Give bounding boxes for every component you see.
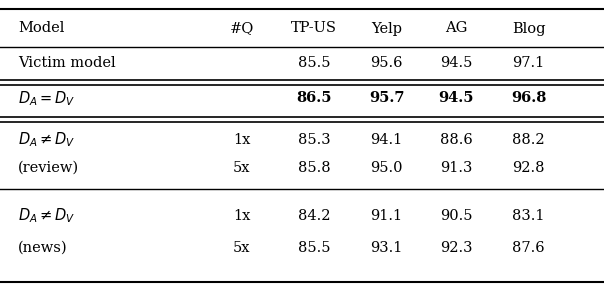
Text: 85.5: 85.5 bbox=[298, 56, 330, 70]
Text: Victim model: Victim model bbox=[18, 56, 116, 70]
Text: 85.3: 85.3 bbox=[298, 133, 330, 146]
Text: AG: AG bbox=[445, 22, 467, 35]
Text: 1x: 1x bbox=[233, 209, 250, 223]
Text: 95.7: 95.7 bbox=[369, 92, 404, 105]
Text: 5x: 5x bbox=[233, 161, 250, 175]
Text: 96.8: 96.8 bbox=[511, 92, 546, 105]
Text: 88.6: 88.6 bbox=[440, 133, 472, 146]
Text: 94.1: 94.1 bbox=[370, 133, 403, 146]
Text: #Q: #Q bbox=[230, 22, 254, 35]
Text: 93.1: 93.1 bbox=[370, 241, 403, 254]
Text: (news): (news) bbox=[18, 241, 68, 254]
Text: Model: Model bbox=[18, 22, 65, 35]
Text: (review): (review) bbox=[18, 161, 79, 175]
Text: 85.5: 85.5 bbox=[298, 241, 330, 254]
Text: 95.0: 95.0 bbox=[370, 161, 403, 175]
Text: 92.3: 92.3 bbox=[440, 241, 472, 254]
Text: 87.6: 87.6 bbox=[512, 241, 545, 254]
Text: 91.1: 91.1 bbox=[370, 209, 403, 223]
Text: $D_A \neq D_V$: $D_A \neq D_V$ bbox=[18, 207, 76, 225]
Text: $D_A \neq D_V$: $D_A \neq D_V$ bbox=[18, 130, 76, 149]
Text: 97.1: 97.1 bbox=[512, 56, 545, 70]
Text: 5x: 5x bbox=[233, 241, 250, 254]
Text: 91.3: 91.3 bbox=[440, 161, 472, 175]
Text: 94.5: 94.5 bbox=[439, 92, 474, 105]
Text: 1x: 1x bbox=[233, 133, 250, 146]
Text: TP-US: TP-US bbox=[291, 22, 337, 35]
Text: 90.5: 90.5 bbox=[440, 209, 472, 223]
Text: 85.8: 85.8 bbox=[298, 161, 330, 175]
Text: 88.2: 88.2 bbox=[512, 133, 545, 146]
Text: Yelp: Yelp bbox=[371, 22, 402, 35]
Text: $D_A = D_V$: $D_A = D_V$ bbox=[18, 89, 76, 108]
Text: 95.6: 95.6 bbox=[370, 56, 403, 70]
Text: 92.8: 92.8 bbox=[512, 161, 545, 175]
Text: 83.1: 83.1 bbox=[512, 209, 545, 223]
Text: 84.2: 84.2 bbox=[298, 209, 330, 223]
Text: 94.5: 94.5 bbox=[440, 56, 472, 70]
Text: 86.5: 86.5 bbox=[297, 92, 332, 105]
Text: Blog: Blog bbox=[512, 22, 545, 35]
